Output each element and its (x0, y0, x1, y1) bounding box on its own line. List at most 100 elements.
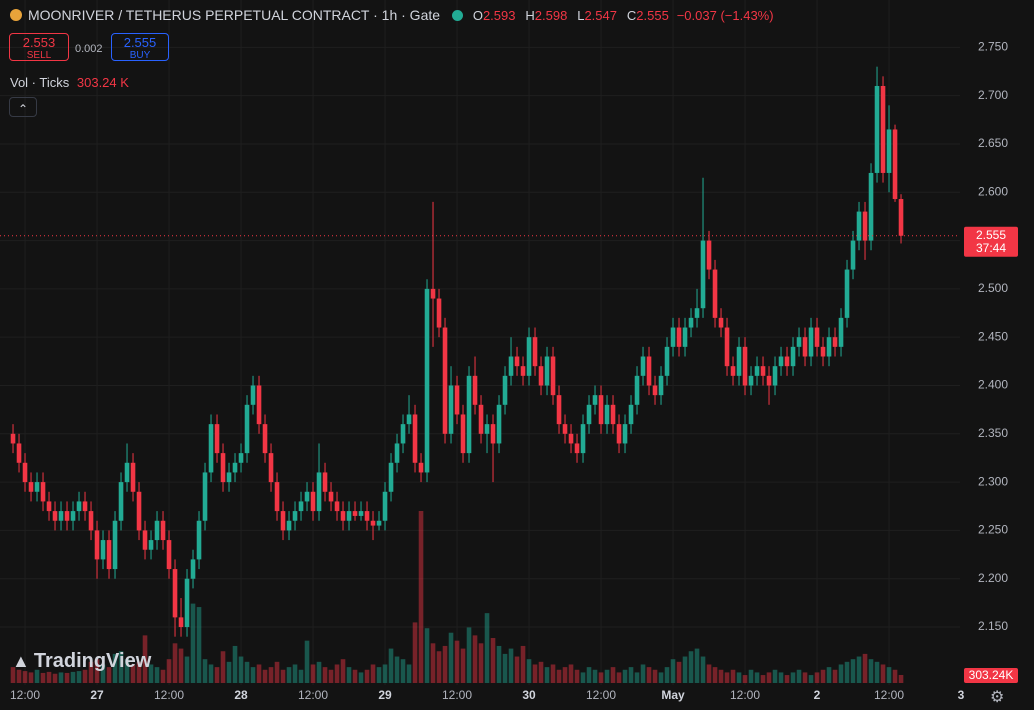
candle-body (634, 375, 640, 405)
candle-body (514, 356, 520, 367)
candle-body (502, 375, 508, 405)
x-tick-label: 3 (958, 688, 965, 702)
countdown-label: 37:44 (976, 241, 1006, 255)
candle-body (808, 327, 814, 357)
candle-body (610, 404, 616, 425)
volume-bar (550, 664, 556, 683)
candle-body (106, 540, 112, 570)
candle-body (40, 482, 46, 502)
candle-body (202, 472, 208, 521)
candle-body (250, 385, 256, 405)
volume-bar (610, 667, 616, 683)
volume-bar (376, 667, 382, 683)
volume-bar (274, 661, 280, 683)
candle-body (370, 520, 376, 526)
candle-body (340, 511, 346, 521)
volume-bar (802, 672, 808, 683)
candle-body (472, 375, 478, 405)
candle-body (718, 317, 724, 328)
x-tick-label: 12:00 (154, 688, 184, 702)
volume-bar (844, 661, 850, 683)
volume-bar (280, 669, 286, 683)
candle-body (814, 327, 820, 347)
candle-body (772, 366, 778, 386)
volume-bar (736, 672, 742, 683)
volume-bar (832, 669, 838, 683)
volume-bar (202, 659, 208, 683)
settings-button[interactable]: ⚙ (990, 689, 1005, 706)
volume-bar (322, 667, 328, 683)
candle-body (832, 337, 838, 347)
volume-bar (886, 667, 892, 683)
volume-bar (898, 674, 904, 683)
candle-body (358, 511, 364, 516)
volume-bar (784, 675, 790, 683)
candle-body (640, 356, 646, 376)
candle-body (88, 511, 94, 531)
volume-bar (622, 669, 628, 683)
candle-body (778, 356, 784, 367)
candle-body (364, 511, 370, 521)
volume-bar (166, 659, 172, 683)
y-tick-label: 2.150 (978, 619, 1008, 633)
high-value: 2.598 (534, 8, 568, 23)
branding: ▲ TradingView (12, 650, 152, 672)
x-tick-label: 12:00 (874, 688, 904, 702)
candle-body (748, 375, 754, 386)
x-tick-label: May (661, 688, 685, 702)
candle-body (802, 337, 808, 357)
volume-bar (142, 635, 148, 683)
candle-body (400, 424, 406, 444)
candle-body (298, 501, 304, 512)
sell-button[interactable]: 2.553 SELL (9, 33, 69, 61)
candle-body (628, 404, 634, 425)
candle-body (166, 540, 172, 570)
buy-button[interactable]: 2.555 BUY (111, 33, 169, 61)
volume-bar (448, 632, 454, 683)
volume-legend: Vol · Ticks 303.24 K (10, 75, 129, 90)
candle-body (460, 414, 466, 454)
volume-bar (130, 664, 136, 683)
candle-body (712, 269, 718, 318)
volume-bar (502, 653, 508, 683)
volume-bar (334, 664, 340, 683)
volume-bar (148, 664, 154, 683)
candle-body (346, 511, 352, 521)
volume-bar (28, 672, 34, 683)
volume-bar (256, 664, 262, 683)
candle-body (34, 482, 40, 492)
volume-bar (856, 656, 862, 683)
volume-bar (52, 673, 58, 683)
candle-body (394, 443, 400, 463)
candle-body (178, 617, 184, 628)
candle-body (22, 462, 28, 483)
candle-body (220, 453, 226, 483)
volume-bar (538, 661, 544, 683)
x-tick-label: 12:00 (586, 688, 616, 702)
collapse-button[interactable]: ⌃ (9, 97, 37, 117)
candle-body (766, 375, 772, 386)
candle-body (256, 385, 262, 425)
volume-bar (298, 669, 304, 683)
volume-bar (136, 661, 142, 683)
volume-bar (418, 511, 424, 683)
header: MOONRIVER / TETHERUS PERPETUAL CONTRACT … (10, 7, 774, 23)
volume-bar (100, 664, 106, 683)
volume-bar (238, 656, 244, 683)
candle-body (10, 433, 16, 444)
volume-bar (772, 669, 778, 683)
volume-bar (412, 622, 418, 683)
candle-body (82, 501, 88, 512)
candle-body (892, 129, 898, 200)
volume-bar (520, 645, 526, 683)
candle-body (868, 172, 874, 241)
volume-bar (70, 671, 76, 683)
volume-bar (796, 669, 802, 683)
x-tick-label: 2 (814, 688, 821, 702)
volume-bar (634, 672, 640, 683)
volume-bar (34, 669, 40, 683)
volume-bar (472, 635, 478, 683)
volume-bar (598, 672, 604, 683)
candle-body (238, 453, 244, 463)
